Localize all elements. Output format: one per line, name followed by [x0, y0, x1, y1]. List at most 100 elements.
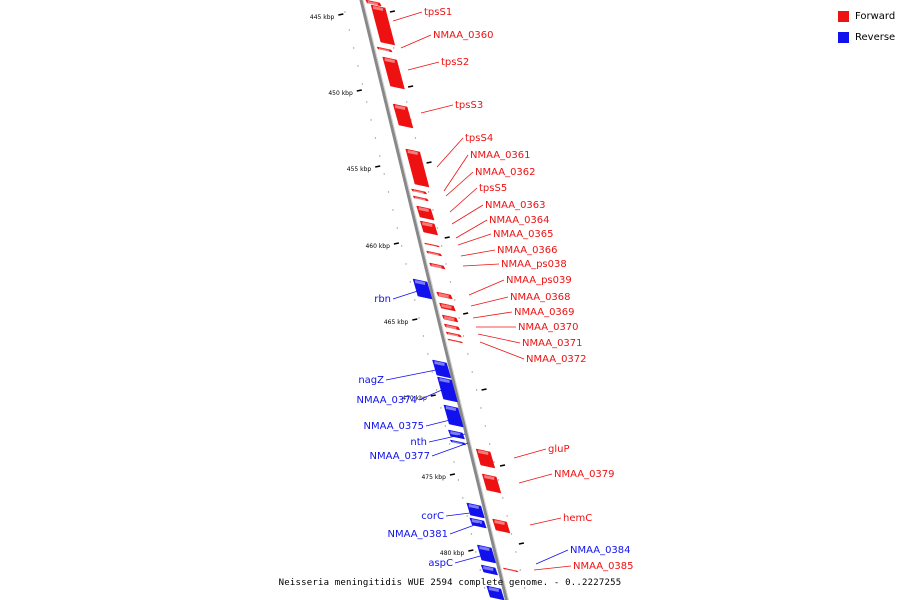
gene-label: tpsS2 [441, 57, 469, 68]
guide-dot [432, 209, 434, 211]
reverse-gene [447, 429, 465, 440]
forward-gene [475, 448, 496, 469]
leader-line [443, 154, 469, 192]
scale-tick-label: 480 kbp [440, 550, 465, 557]
guide-dot [506, 515, 508, 517]
leader-line [477, 333, 521, 344]
guide-dot [436, 227, 438, 229]
forward-gene [425, 250, 443, 257]
gene-shine [448, 333, 459, 338]
gene-shine [415, 197, 426, 202]
gene-shine [450, 431, 461, 436]
genome-caption: Neisseria meningitidis WUE 2594 complete… [278, 578, 622, 588]
gene-label: NMAA_0379 [554, 469, 615, 480]
scale-tick-label: 465 kbp [384, 319, 409, 326]
gene-shine [505, 569, 516, 574]
guide-dot [431, 371, 433, 373]
leader-line [392, 287, 428, 300]
gene-label: tpsS5 [479, 183, 507, 194]
forward-gene [405, 148, 430, 188]
leader-line [428, 433, 466, 443]
scale-tick-right [407, 85, 414, 88]
guide-dot [458, 317, 460, 319]
guide-dot [405, 263, 407, 265]
guide-dot [414, 137, 417, 139]
leader-line [460, 249, 496, 257]
gene-shine [428, 252, 439, 257]
gene-label: tpsS4 [465, 133, 493, 144]
leader-line [470, 296, 509, 307]
legend-label-reverse: Reverse [855, 31, 896, 43]
guide-dot [392, 209, 394, 211]
forward-gene [481, 473, 502, 494]
gene-label: NMAA_0381 [387, 529, 448, 540]
gene-label: NMAA_ps039 [506, 275, 572, 286]
gene-label: NMAA_0377 [369, 451, 430, 462]
scale-tick-label: 470 kbp [402, 395, 427, 402]
gene-label: NMAA_0364 [489, 215, 550, 226]
reverse-gene [466, 502, 485, 519]
gene-shine [444, 316, 455, 321]
guide-dot [352, 47, 355, 49]
guide-dot [392, 47, 395, 49]
guide-dot [497, 479, 500, 481]
guide-dot [493, 461, 495, 463]
gene-label: NMAA_0374 [356, 395, 417, 406]
forward-gene [376, 46, 393, 53]
leader-line [454, 554, 485, 564]
scale-tick [412, 318, 418, 321]
guide-dot [467, 353, 469, 355]
forward-gene [441, 314, 459, 323]
guide-dot [414, 299, 416, 301]
guide-dot [427, 191, 430, 193]
guide-dot [488, 443, 491, 445]
scale-tick [393, 242, 400, 245]
gene-label: NMAA_0372 [526, 354, 587, 365]
gene-shine [484, 475, 495, 480]
scale-tick [356, 89, 362, 92]
guide-dot [440, 407, 442, 409]
leader-line [518, 473, 553, 484]
guide-dot [409, 281, 412, 283]
leader-line [445, 171, 474, 197]
guide-dot [502, 497, 504, 499]
guide-dot [445, 263, 447, 265]
gene-shine [426, 244, 437, 249]
gene-label: tpsS1 [424, 7, 452, 18]
scale-tick-right [518, 542, 525, 545]
guide-dot [379, 155, 381, 157]
reverse-gene [480, 564, 499, 576]
guide-dot [427, 353, 429, 355]
gene-shine [422, 222, 433, 227]
scale-tick-label: 445 kbp [310, 14, 335, 21]
leader-line [449, 522, 481, 535]
gene-label: NMAA_0361 [470, 150, 531, 161]
gene-label: hemC [563, 513, 592, 524]
gene-shine [478, 450, 489, 455]
forward-gene [365, 0, 382, 7]
guide-dot [519, 569, 521, 571]
gene-shine [373, 6, 384, 11]
guide-dot [435, 389, 438, 391]
legend-item-forward: Forward [838, 9, 895, 23]
leader-line [462, 263, 500, 267]
forward-gene [429, 262, 446, 270]
scale-tick [430, 394, 436, 397]
scale-tick-right [462, 312, 469, 315]
leader-line [436, 137, 464, 168]
leader-line [513, 448, 547, 459]
scale-tick [375, 165, 381, 168]
gene-shine [479, 546, 490, 551]
guide-dot [471, 371, 473, 373]
gene-label: aspC [428, 558, 453, 569]
leader-line [533, 565, 572, 571]
gene-label: NMAA_0368 [510, 292, 571, 303]
leader-line [535, 549, 569, 565]
leader-line [468, 279, 505, 296]
forward-gene [439, 302, 456, 312]
gene-shine [384, 58, 395, 63]
forward-gene [370, 4, 396, 46]
backbone-highlight [362, 0, 510, 600]
